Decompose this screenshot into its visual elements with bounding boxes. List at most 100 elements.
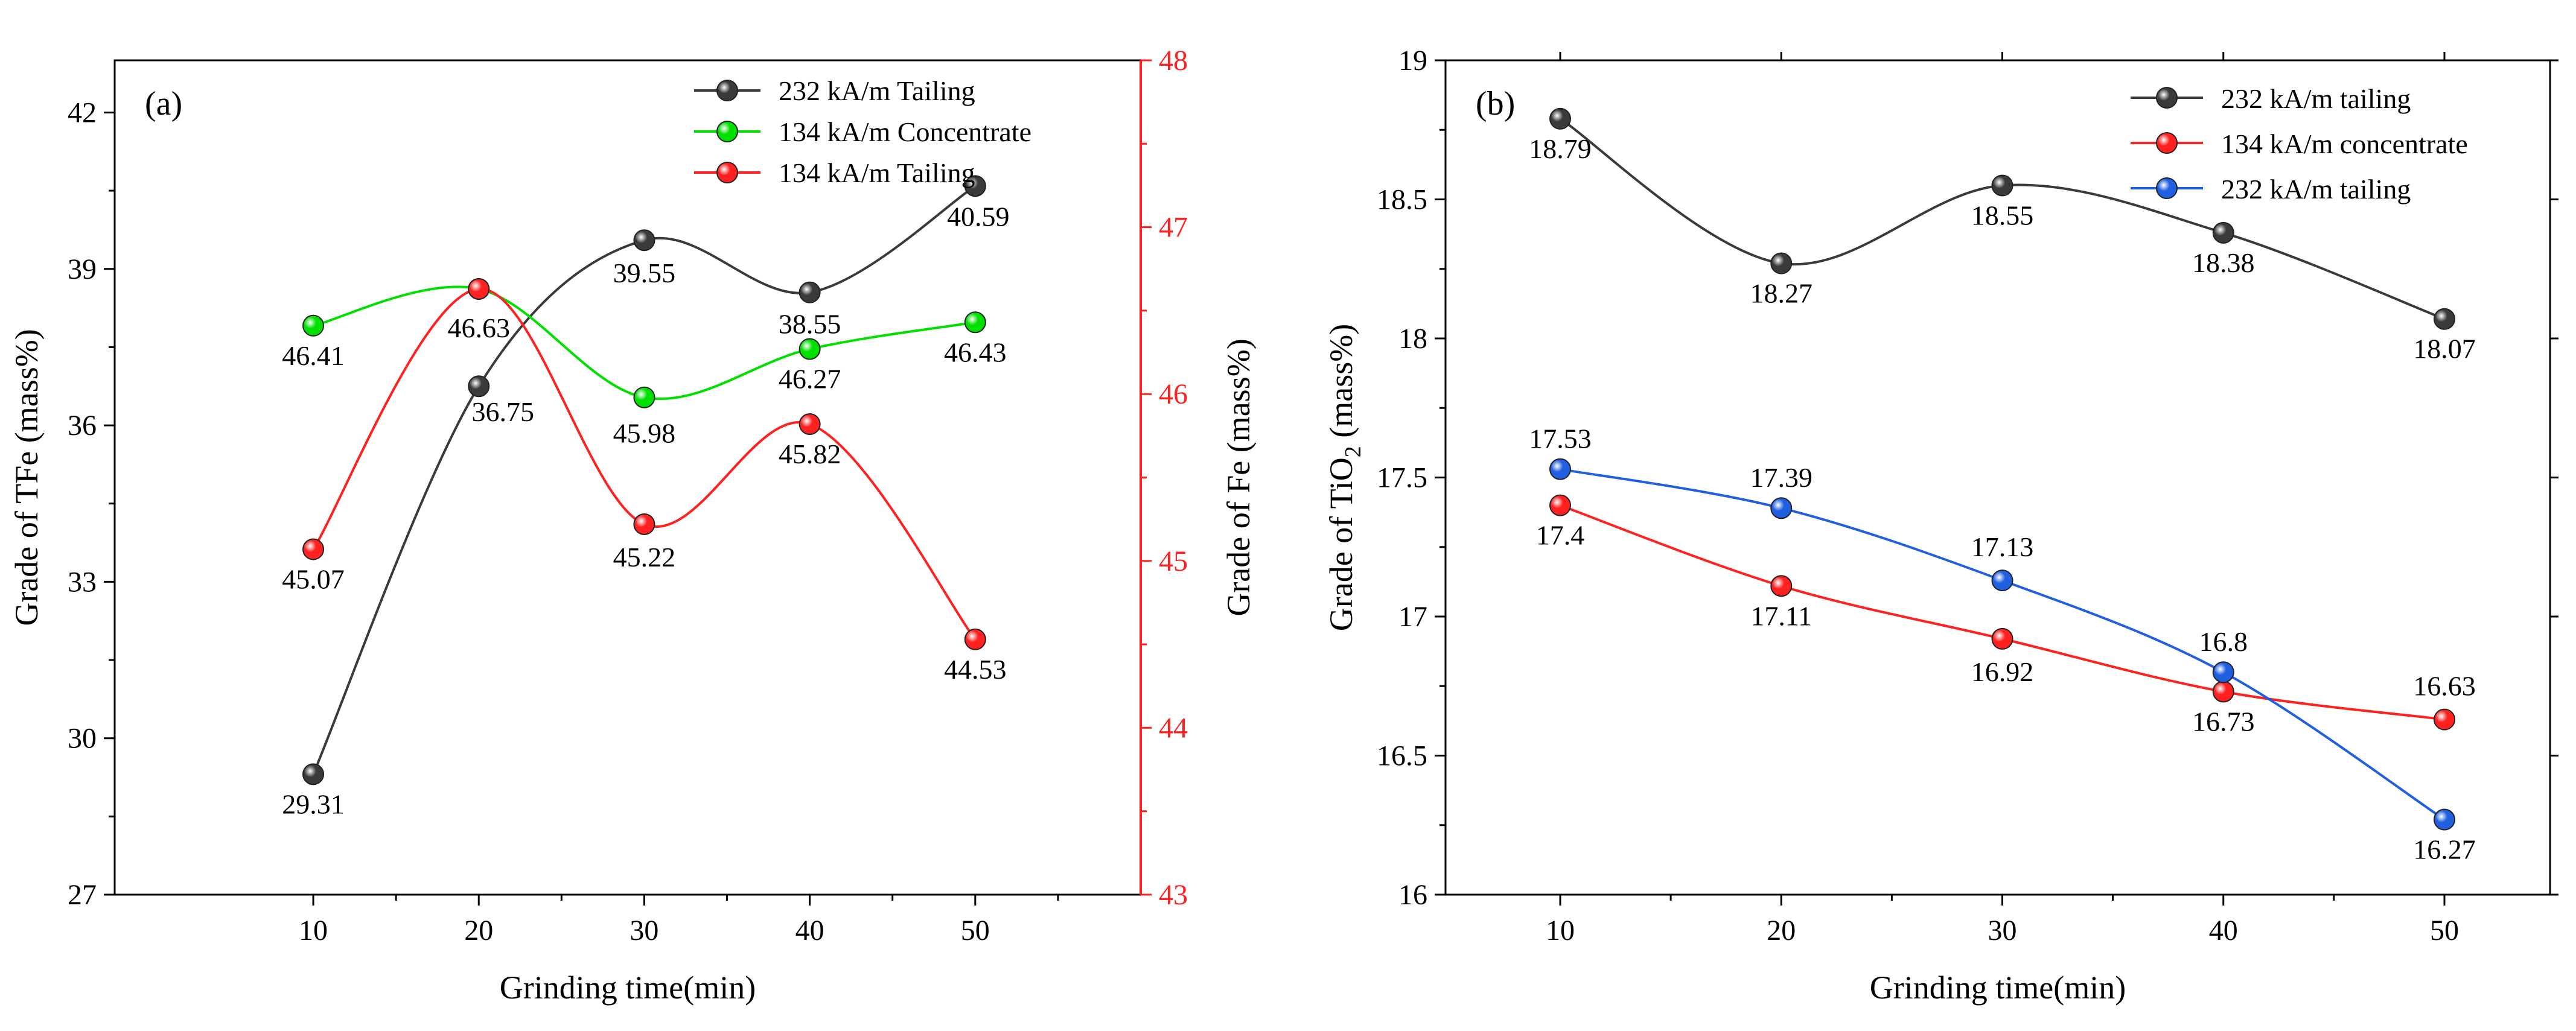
data-point bbox=[964, 175, 986, 197]
series-1: 17.4 17.11 16.92 16.73 16.63 bbox=[1536, 494, 2476, 737]
y-left-tick-label: 27 bbox=[68, 879, 97, 911]
panel-b: 10 20 30 40 50 16 16.5 17 17.5 18 18.5 19 Grinding t… bbox=[1323, 45, 2558, 1006]
y-right-tick-label: 46 bbox=[1159, 378, 1188, 410]
data-point bbox=[2434, 808, 2455, 831]
data-label: 29.31 bbox=[282, 788, 345, 819]
y-left-tick-label: 36 bbox=[68, 410, 97, 442]
y-right-tick-label: 48 bbox=[1159, 45, 1188, 77]
data-label: 18.55 bbox=[1971, 200, 2034, 230]
data-label: 45.82 bbox=[779, 439, 841, 469]
data-label: 18.07 bbox=[2413, 334, 2476, 364]
data-label: 16.73 bbox=[2192, 706, 2255, 737]
data-point bbox=[799, 281, 821, 303]
y-left-tick-label: 30 bbox=[68, 723, 97, 755]
data-point bbox=[633, 513, 655, 535]
data-label: 46.63 bbox=[447, 312, 510, 343]
data-label: 16.92 bbox=[1971, 656, 2034, 687]
data-label: 18.79 bbox=[1529, 133, 1592, 164]
y-axis-title-subscript: 2 bbox=[1341, 446, 1366, 457]
data-point bbox=[302, 314, 325, 337]
y-tick-label: 18 bbox=[1398, 323, 1427, 355]
data-point bbox=[633, 229, 655, 252]
series-0: 18.79 18.27 18.55 18.38 18.07 bbox=[1529, 107, 2476, 364]
x-tick-label: 40 bbox=[795, 915, 824, 947]
y-right-tick-label: 43 bbox=[1159, 879, 1188, 911]
x-tick-label: 20 bbox=[464, 915, 493, 947]
data-point bbox=[302, 763, 325, 785]
data-point bbox=[468, 375, 490, 398]
data-label: 16.63 bbox=[2413, 671, 2476, 702]
y-left-axis-title: Grade of TFe (mass%) bbox=[8, 329, 45, 626]
data-point bbox=[2212, 221, 2234, 244]
x-axis-title: Grinding time(min) bbox=[1870, 969, 2126, 1006]
x-tick-label: 30 bbox=[1988, 915, 2017, 947]
data-point bbox=[302, 538, 325, 560]
data-point bbox=[1991, 627, 2013, 650]
legend: 232 kA/m Tailing 134 kA/m Concentrate 134 … bbox=[694, 75, 1031, 188]
data-point bbox=[964, 628, 986, 650]
data-point bbox=[2434, 708, 2455, 731]
data-label: 39.55 bbox=[613, 258, 676, 288]
y-left-tick-label: 33 bbox=[68, 566, 97, 598]
legend-marker bbox=[2156, 177, 2178, 199]
x-tick-label: 20 bbox=[1767, 915, 1796, 947]
series-2: 45.07 46.63 45.22 45.82 44.53 bbox=[282, 278, 1007, 685]
data-point bbox=[2212, 680, 2234, 703]
data-label: 16.27 bbox=[2413, 834, 2476, 865]
data-point bbox=[2212, 661, 2234, 684]
y-right-tick-label: 45 bbox=[1159, 545, 1188, 577]
x-tick-label: 50 bbox=[961, 915, 990, 947]
data-label: 17.53 bbox=[1529, 424, 1592, 454]
panel-a: 10 20 30 40 50 27 30 33 36 39 42 43 44 45 46 47 48 Grindi… bbox=[8, 45, 1257, 1006]
data-label: 40.59 bbox=[947, 201, 1010, 232]
legend-label: 232 kA/m Tailing bbox=[779, 75, 975, 106]
x-tick-label: 10 bbox=[299, 915, 328, 947]
x-tick-label: 10 bbox=[1546, 915, 1575, 947]
data-point bbox=[1770, 575, 1793, 597]
data-label: 46.41 bbox=[282, 340, 345, 371]
data-label: 18.27 bbox=[1750, 278, 1813, 309]
y-right-axis-title: Grade of Fe (mass%) bbox=[1220, 338, 1257, 616]
y-axis-title: Grade of TiO2 (mass%) bbox=[1323, 324, 1366, 631]
y-axis-title-text: Grade of TiO bbox=[1323, 457, 1359, 631]
legend-label: 134 kA/m Concentrate bbox=[779, 116, 1031, 147]
y-tick-label: 17.5 bbox=[1377, 462, 1427, 494]
legend: 232 kA/m tailing 134 kA/m concentrate 232 … bbox=[2131, 83, 2468, 205]
data-label: 17.11 bbox=[1750, 600, 1812, 631]
legend-marker bbox=[716, 121, 738, 142]
data-point bbox=[964, 311, 986, 334]
panel-label: (a) bbox=[145, 85, 182, 122]
data-point bbox=[633, 386, 655, 408]
data-label: 45.22 bbox=[613, 542, 676, 573]
data-label: 44.53 bbox=[944, 654, 1007, 685]
x-axis-title: Grinding time(min) bbox=[500, 969, 756, 1006]
legend-label: 232 kA/m tailing bbox=[2221, 83, 2411, 114]
data-label: 17.39 bbox=[1750, 462, 1813, 493]
panel-label: (b) bbox=[1476, 85, 1515, 122]
data-label: 46.27 bbox=[779, 364, 841, 395]
legend-label: 134 kA/m Tailing bbox=[779, 157, 975, 188]
data-point bbox=[1770, 252, 1793, 274]
data-point bbox=[1549, 458, 1571, 480]
legend-marker bbox=[716, 80, 738, 101]
data-point bbox=[1770, 497, 1793, 519]
data-label: 45.07 bbox=[282, 563, 345, 594]
data-label: 16.8 bbox=[2199, 626, 2248, 657]
data-point bbox=[799, 413, 821, 435]
data-label: 17.4 bbox=[1536, 520, 1585, 551]
y-right-tick-label: 44 bbox=[1159, 712, 1188, 744]
data-label: 45.98 bbox=[613, 418, 676, 449]
data-point bbox=[468, 278, 490, 300]
data-point bbox=[799, 338, 821, 360]
legend-label: 232 kA/m tailing bbox=[2221, 174, 2411, 205]
data-point bbox=[2434, 308, 2455, 330]
series-line bbox=[312, 185, 976, 775]
x-tick-label: 30 bbox=[630, 915, 658, 947]
series-2: 17.53 17.39 17.13 16.8 16.27 bbox=[1529, 424, 2476, 865]
series-0: 29.31 36.75 39.55 38.55 40.59 bbox=[282, 175, 1010, 819]
data-label: 46.43 bbox=[944, 337, 1007, 367]
y-tick-label: 17 bbox=[1398, 601, 1427, 633]
data-label: 17.13 bbox=[1971, 531, 2034, 562]
